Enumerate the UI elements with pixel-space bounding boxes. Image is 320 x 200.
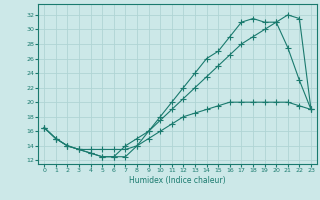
X-axis label: Humidex (Indice chaleur): Humidex (Indice chaleur) [129, 176, 226, 185]
